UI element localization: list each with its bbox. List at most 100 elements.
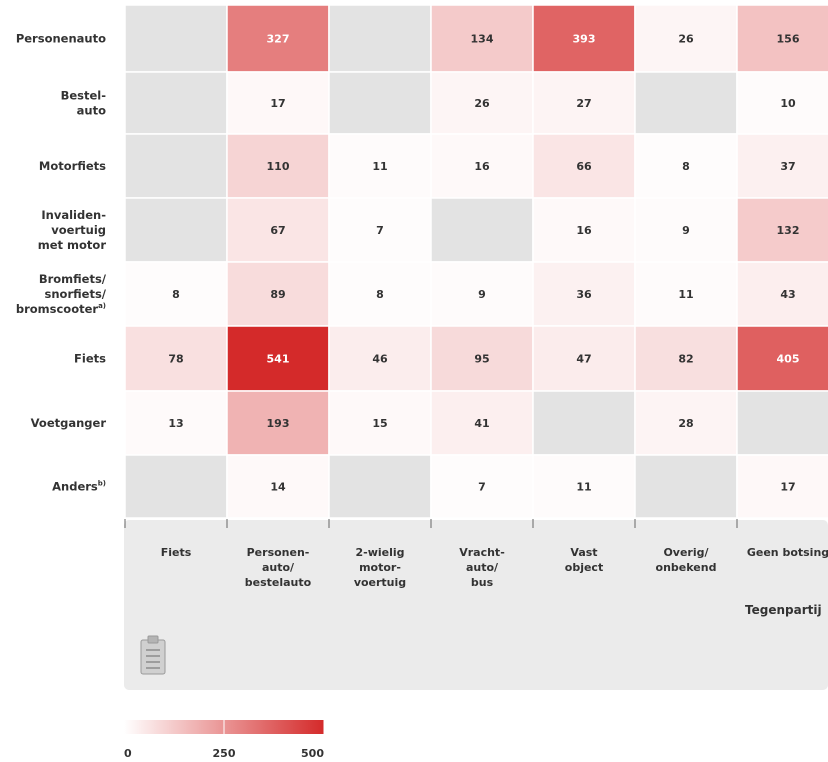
- heatmap-cell: [124, 4, 228, 73]
- cell-value-label: 134: [471, 33, 494, 46]
- column-labels: Fiets Personen-auto/bestelauto 2-wielig mot…: [161, 546, 828, 589]
- heatmap-cell: [226, 71, 330, 135]
- heatmap-cell: [736, 325, 828, 392]
- cell-value-label: 46: [372, 353, 388, 366]
- cell-value-label: 8: [376, 288, 384, 301]
- cell-value-label: 11: [576, 481, 591, 494]
- heatmap-cell: [532, 71, 636, 135]
- cell-value-label: 193: [267, 417, 290, 430]
- cell-value-label: 28: [678, 417, 693, 430]
- cell-value-label: 13: [168, 417, 183, 430]
- cell-value-label: 16: [576, 224, 592, 237]
- row-label: auto: [77, 104, 106, 118]
- heatmap-cell: [736, 133, 828, 199]
- cell-value-label: 95: [474, 353, 489, 366]
- cell-value-label: 541: [267, 353, 290, 366]
- row-label: Personenauto: [16, 32, 106, 46]
- cell-value-label: 8: [172, 288, 180, 301]
- column-label: bestelauto: [245, 576, 312, 589]
- cell-value-label: 43: [780, 288, 795, 301]
- column-label: onbekend: [656, 561, 717, 574]
- clipboard-icon: [140, 635, 166, 675]
- column-label: Overig/: [663, 546, 709, 559]
- cell-value-label: 8: [682, 160, 690, 173]
- row-label: met motor: [38, 238, 107, 252]
- column-label: Fiets: [161, 546, 192, 559]
- legend-tick-label: 0: [124, 747, 132, 760]
- heatmap-cell: [328, 261, 432, 327]
- column-label: object: [565, 561, 603, 574]
- cell-value-label: 15: [372, 417, 387, 430]
- heatmap-cell: [634, 133, 738, 199]
- cell-value-label: 393: [573, 33, 596, 46]
- heatmap-cell: [634, 261, 738, 327]
- column-label: auto/: [262, 561, 295, 574]
- row-label: Voetganger: [31, 416, 107, 430]
- heatmap-cell: [226, 325, 330, 392]
- heatmap-cell: [430, 197, 534, 263]
- heatmap-cell: [430, 454, 534, 519]
- cell-value-label: 327: [267, 33, 290, 46]
- heatmap-cell: [736, 197, 828, 263]
- row-label: Bromfiets/: [39, 272, 107, 286]
- heatmap-cell: [328, 71, 432, 135]
- heatmap-cell: [430, 261, 534, 327]
- cell-value-label: 82: [678, 353, 693, 366]
- cell-value-label: 11: [678, 288, 693, 301]
- heatmap-cell: [634, 71, 738, 135]
- cell-value-label: 27: [576, 97, 591, 110]
- cell-value-label: 110: [267, 160, 290, 173]
- heatmap-cell: [430, 71, 534, 135]
- cell-value-label: 36: [576, 288, 592, 301]
- cell-value-label: 41: [474, 417, 489, 430]
- heatmap-cell: [226, 454, 330, 519]
- row-label: Fiets: [74, 352, 106, 366]
- column-label: auto/: [466, 561, 499, 574]
- cell-value-label: 67: [270, 224, 285, 237]
- cell-value-label: 9: [682, 224, 690, 237]
- row-label: snorfiets/: [45, 287, 107, 301]
- heatmap-cell: [124, 261, 228, 327]
- column-label: bus: [471, 576, 494, 589]
- row-label: bromscootera): [16, 302, 106, 316]
- row-label-footnote-marker: a): [98, 302, 106, 310]
- heatmap-cell: [124, 390, 228, 456]
- x-axis-title: Tegenpartij: [745, 603, 822, 617]
- cell-value-label: 14: [270, 481, 286, 494]
- heatmap-cell: [532, 454, 636, 519]
- heatmap-cell: [430, 325, 534, 392]
- column-label: 2-wielig: [355, 546, 404, 559]
- column-tick-marks: [124, 519, 738, 528]
- column-label: motor-: [359, 561, 401, 574]
- legend-tick-label: 250: [213, 747, 236, 760]
- cell-value-label: 26: [678, 33, 694, 46]
- row-label: Andersb): [52, 480, 106, 494]
- row-labels: Personenauto Bestel-auto Motorfiets Invalid…: [16, 32, 107, 494]
- cell-value-label: 9: [478, 288, 486, 301]
- heatmap-cell: [226, 390, 330, 456]
- heatmap-cell: [124, 71, 228, 135]
- heatmap-cell: [634, 197, 738, 263]
- heatmap-cells: 327 134 393 26 156 17 26 27 10 110 11 16 66 8 37 67 7 16 9…: [124, 4, 828, 519]
- heatmap-cell: [226, 197, 330, 263]
- heatmap-cell: [124, 197, 228, 263]
- cell-value-label: 7: [478, 481, 486, 494]
- heatmap-cell: [736, 71, 828, 135]
- cell-value-label: 156: [777, 33, 800, 46]
- heatmap-cell: [124, 454, 228, 519]
- row-label: Motorfiets: [39, 159, 106, 173]
- row-label-footnote-marker: b): [98, 480, 106, 488]
- cell-value-label: 26: [474, 97, 490, 110]
- color-legend: 0 250 500: [123, 720, 325, 760]
- cell-value-label: 16: [474, 160, 490, 173]
- heatmap-cell: [328, 197, 432, 263]
- row-label: Invaliden-: [41, 208, 106, 222]
- cell-value-label: 132: [777, 224, 800, 237]
- heatmap-cell: [532, 197, 636, 263]
- heatmap-cell: [226, 133, 330, 199]
- legend-tick-label: 500: [301, 747, 324, 760]
- heatmap-cell: [124, 325, 228, 392]
- heatmap-cell: [736, 390, 828, 456]
- heatmap-cell: [736, 261, 828, 327]
